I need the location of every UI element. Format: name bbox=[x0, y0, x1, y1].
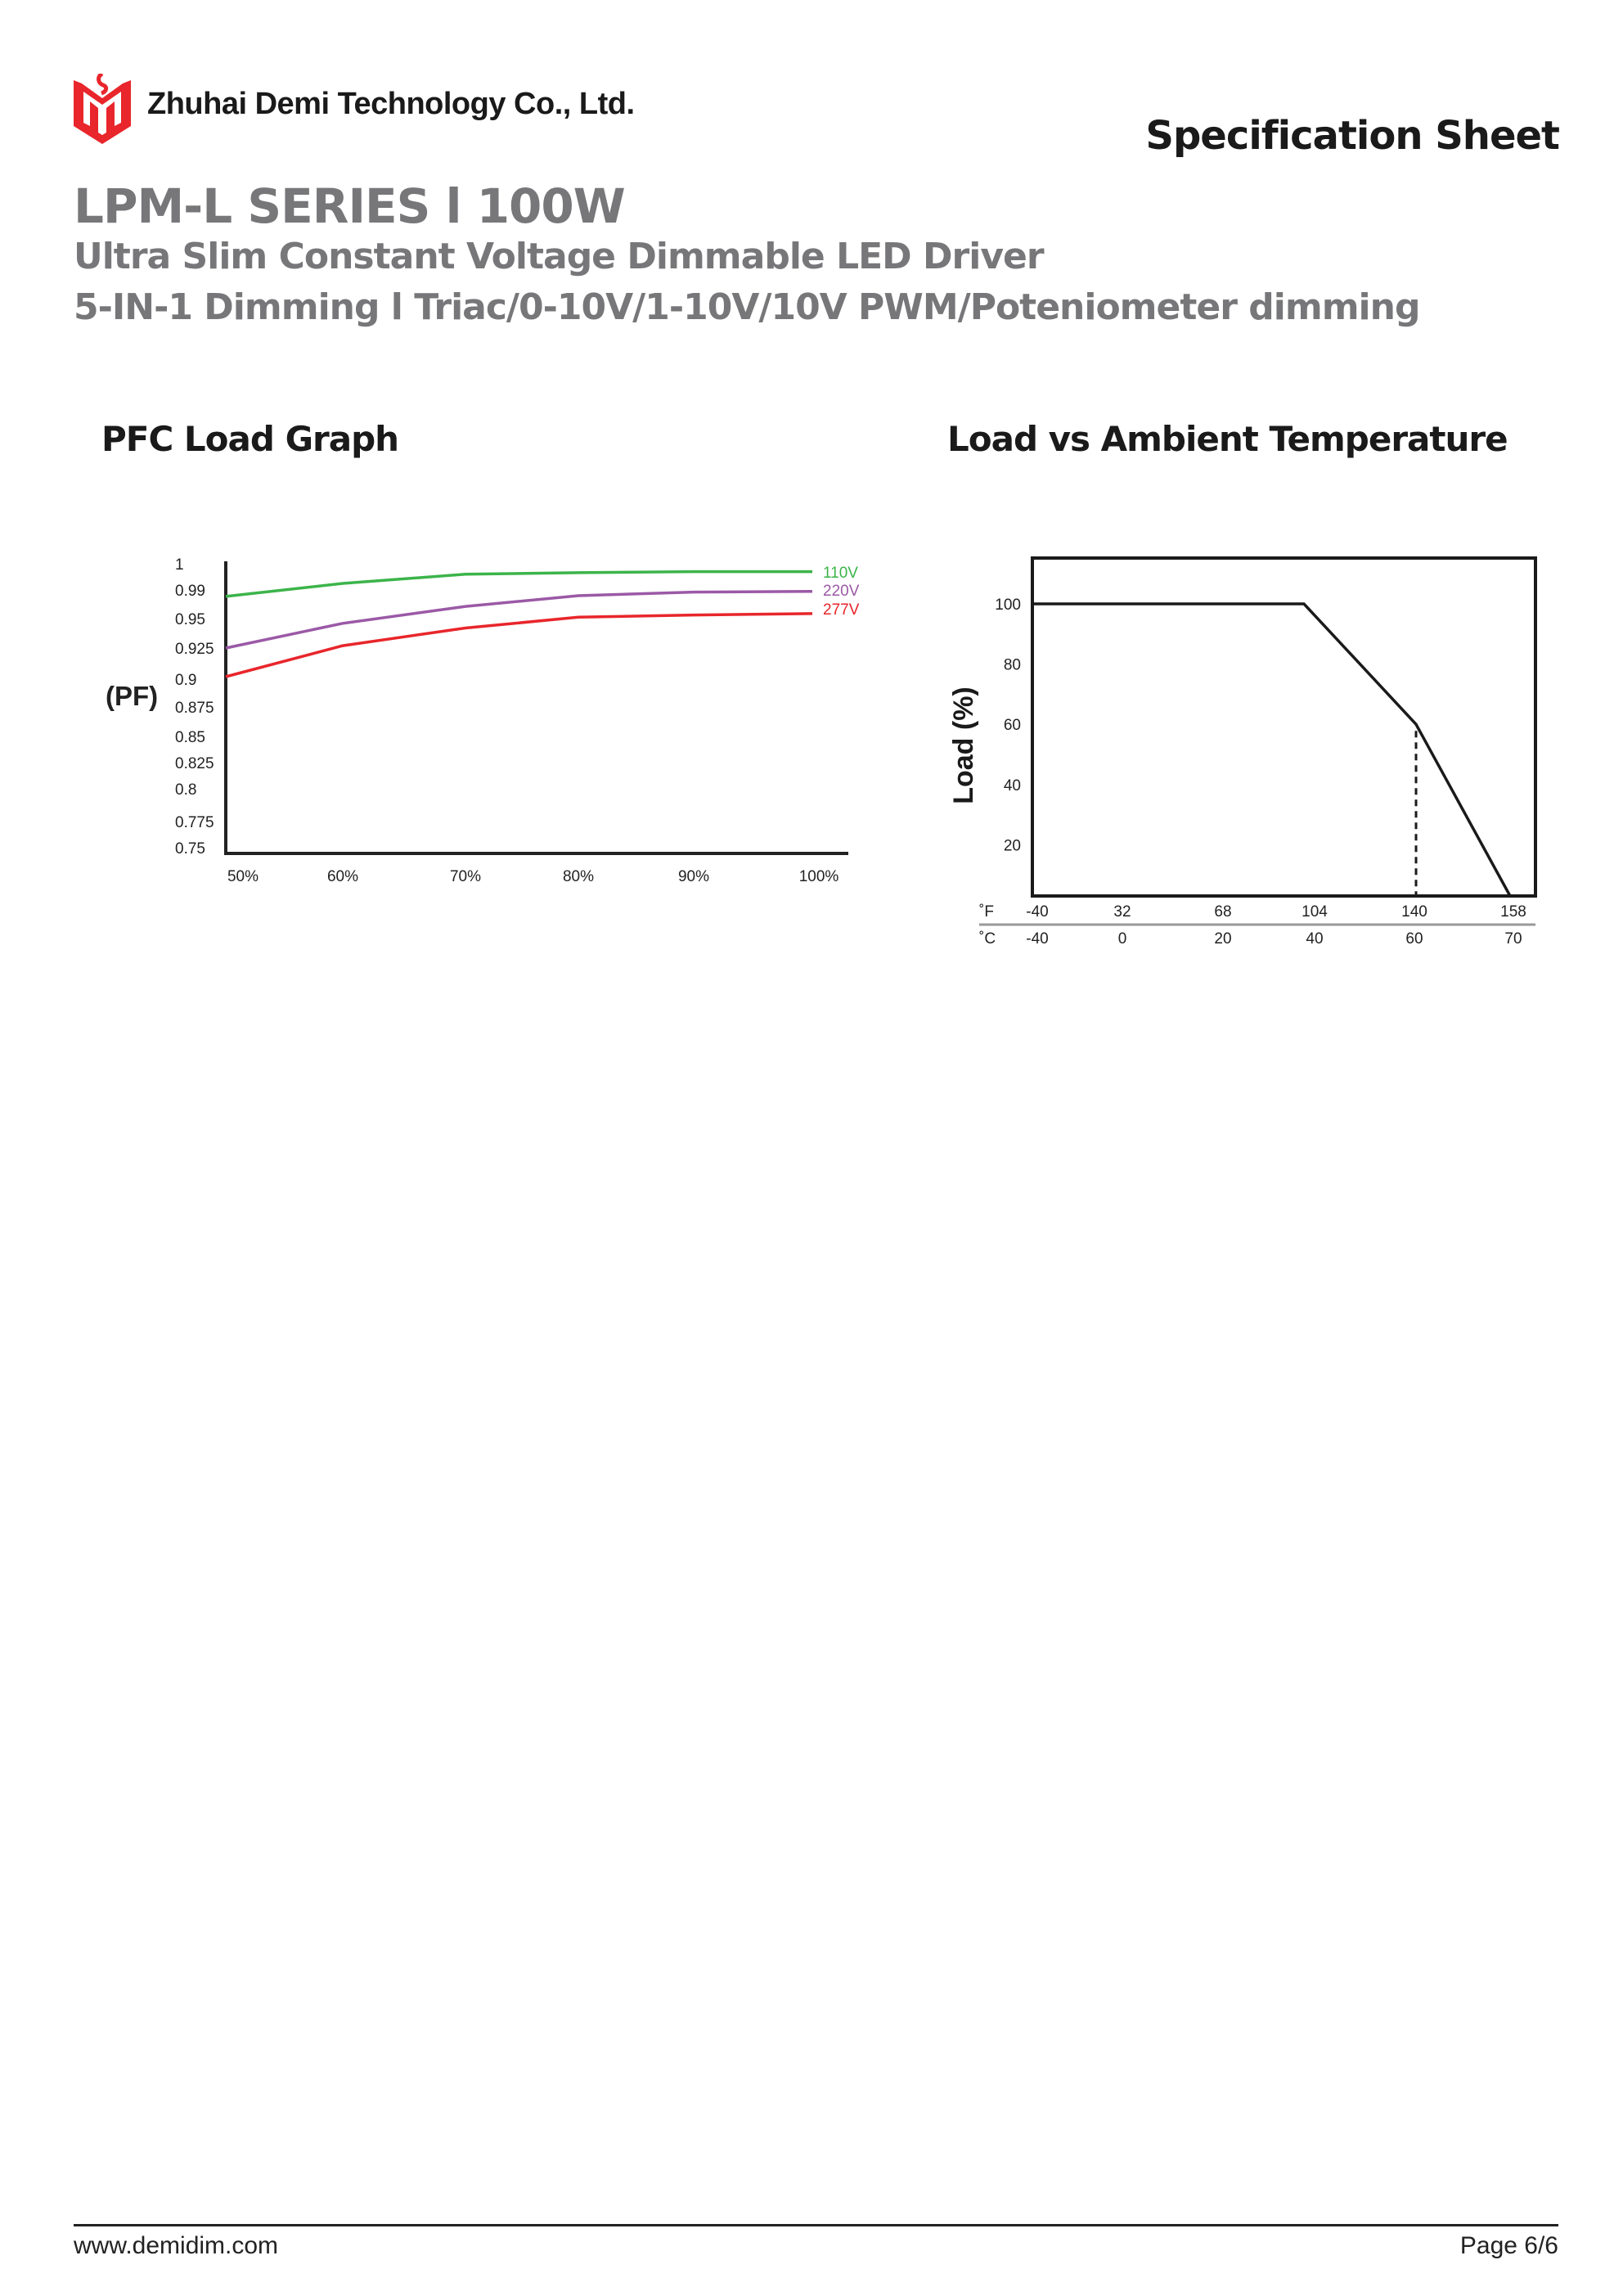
x-tick-label-celsius: 0 bbox=[1118, 930, 1127, 948]
legend-label-277v: 277V bbox=[823, 601, 860, 619]
legend-label-220v: 220V bbox=[823, 583, 860, 600]
x-tick-label-fahrenheit: -40 bbox=[1026, 903, 1048, 921]
y-tick-label: 0.925 bbox=[175, 641, 214, 658]
y-tick-label: 0.99 bbox=[175, 583, 205, 600]
x-tick-label-celsius: 20 bbox=[1214, 930, 1231, 948]
x-tick-label: 60% bbox=[327, 868, 358, 885]
series-line-277v bbox=[225, 612, 813, 678]
x-tick-label: 50% bbox=[227, 868, 259, 885]
footer-divider bbox=[74, 2224, 1558, 2226]
x-tick-label-fahrenheit: 32 bbox=[1113, 903, 1131, 921]
x-tick-label-fahrenheit: 104 bbox=[1302, 903, 1328, 921]
y-tick-label: 40 bbox=[1004, 777, 1021, 795]
y-tick-label: 0.825 bbox=[175, 755, 214, 772]
derating-curve bbox=[1032, 602, 1512, 897]
y-tick-label: 0.85 bbox=[175, 729, 205, 746]
x-tick-label-celsius: -40 bbox=[1026, 930, 1048, 948]
series-line-220v bbox=[225, 590, 813, 650]
document-type: Specification Sheet bbox=[1145, 113, 1560, 159]
y-tick-label: 20 bbox=[1004, 837, 1021, 854]
x-tick-label: 70% bbox=[450, 868, 481, 885]
legend-label-110v: 110V bbox=[823, 565, 858, 582]
footer-page-number: Page 6/6 bbox=[1459, 2232, 1558, 2259]
product-subtitle: Ultra Slim Constant Voltage Dimmable LED… bbox=[74, 236, 1045, 277]
company-name: Zhuhai Demi Technology Co., Ltd. bbox=[147, 87, 635, 121]
pfc-chart-title: PFC Load Graph bbox=[101, 419, 399, 459]
x-tick-label-celsius: 40 bbox=[1306, 930, 1323, 948]
product-series-title: LPM-L SERIES l 100W bbox=[74, 178, 626, 234]
y-tick-label: 0.875 bbox=[175, 700, 214, 717]
y-tick-label: 0.95 bbox=[175, 611, 205, 628]
x-tick-label: 80% bbox=[563, 868, 594, 885]
company-logo-icon bbox=[74, 74, 131, 144]
x-tick-label: 100% bbox=[799, 868, 839, 885]
y-axis-label: Load (%) bbox=[948, 687, 979, 804]
y-tick-label: 100 bbox=[995, 597, 1021, 614]
y-tick-label: 0.9 bbox=[175, 672, 196, 689]
celsius-unit-label: ˚C bbox=[979, 930, 996, 948]
y-tick-label: 80 bbox=[1004, 657, 1021, 674]
x-tick-label-fahrenheit: 140 bbox=[1401, 903, 1427, 921]
charts-canvas: 1 0.99 0.95 0.925 0.9 0.875 0.85 0.825 0.8 0.775 0… bbox=[106, 556, 1537, 948]
footer-website-link[interactable]: www.demidim.com bbox=[74, 2232, 279, 2259]
series-line-110v bbox=[225, 569, 812, 598]
plot-frame bbox=[1031, 556, 1537, 898]
y-tick-label: 60 bbox=[1004, 717, 1021, 734]
fahrenheit-unit-label: ˚F bbox=[979, 903, 994, 921]
y-tick-label: 0.75 bbox=[175, 840, 205, 858]
dimming-subtitle: 5-IN-1 Dimming l Triac/0-10V/1-10V/10V P… bbox=[74, 286, 1420, 328]
x-tick-label-celsius: 60 bbox=[1405, 930, 1423, 948]
y-tick-label: 0.8 bbox=[175, 781, 196, 799]
temperature-chart-title: Load vs Ambient Temperature bbox=[947, 419, 1508, 459]
y-tick-label: 1 bbox=[175, 556, 184, 574]
x-tick-label-fahrenheit: 158 bbox=[1500, 903, 1526, 921]
x-tick-label-celsius: 70 bbox=[1504, 930, 1522, 948]
x-tick-label-fahrenheit: 68 bbox=[1214, 903, 1231, 921]
y-tick-label: 0.775 bbox=[175, 814, 214, 831]
y-axis-label: (PF) bbox=[106, 681, 158, 711]
x-tick-label: 90% bbox=[678, 868, 709, 885]
